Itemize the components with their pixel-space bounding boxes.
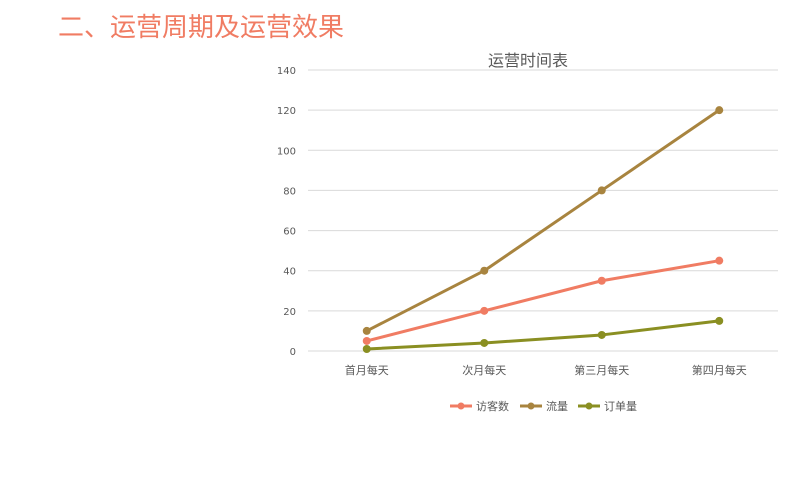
page-title: 二、运营周期及运营效果 [58, 13, 345, 43]
data-point [597, 276, 606, 285]
series [362, 106, 724, 335]
y-tick-label: 20 [283, 307, 296, 318]
y-tick-label: 100 [277, 146, 296, 157]
legend-item: 订单量 [578, 400, 637, 413]
data-point [715, 106, 724, 115]
x-tick-label: 首月每天 [345, 363, 389, 377]
y-tick-label: 80 [283, 186, 296, 197]
series-lines [362, 106, 724, 353]
y-tick-label: 40 [283, 267, 296, 278]
series-line [365, 319, 721, 351]
data-point [480, 266, 489, 275]
legend-label: 流量 [546, 399, 568, 413]
data-point [715, 256, 724, 265]
series-line [365, 259, 721, 343]
data-point [597, 186, 606, 195]
y-tick-label: 120 [277, 106, 296, 117]
data-point [597, 330, 606, 339]
legend-item: 流量 [520, 399, 568, 413]
x-tick-label: 第四月每天 [692, 363, 747, 377]
grid-lines [308, 69, 778, 352]
y-tick-label: 0 [290, 347, 296, 358]
series [362, 316, 724, 353]
x-axis-ticks: 首月每天 次月每天 第三月每天 第四月每天 [345, 363, 747, 377]
legend-item: 访客数 [450, 399, 509, 413]
x-tick-label: 第三月每天 [574, 363, 629, 377]
data-point [362, 344, 371, 353]
legend: 访客数 流量 订单量 [450, 399, 637, 413]
data-point [480, 338, 489, 347]
chart-title: 运营时间表 [488, 51, 568, 70]
data-point [362, 326, 371, 335]
series-line [365, 108, 721, 333]
y-tick-label: 60 [283, 227, 296, 238]
x-tick-label: 次月每天 [462, 363, 506, 377]
series [362, 256, 724, 345]
legend-label: 访客数 [476, 399, 509, 413]
data-point [480, 306, 489, 315]
y-axis-ticks: 0 20 40 60 80 100 120 140 [277, 66, 296, 358]
y-tick-label: 140 [277, 66, 296, 77]
data-point [362, 336, 371, 345]
legend-swatch-marker [527, 402, 535, 410]
data-point [715, 316, 724, 325]
legend-swatch-marker [457, 402, 465, 410]
legend-label: 订单量 [604, 400, 637, 413]
legend-swatch-marker [585, 402, 593, 410]
